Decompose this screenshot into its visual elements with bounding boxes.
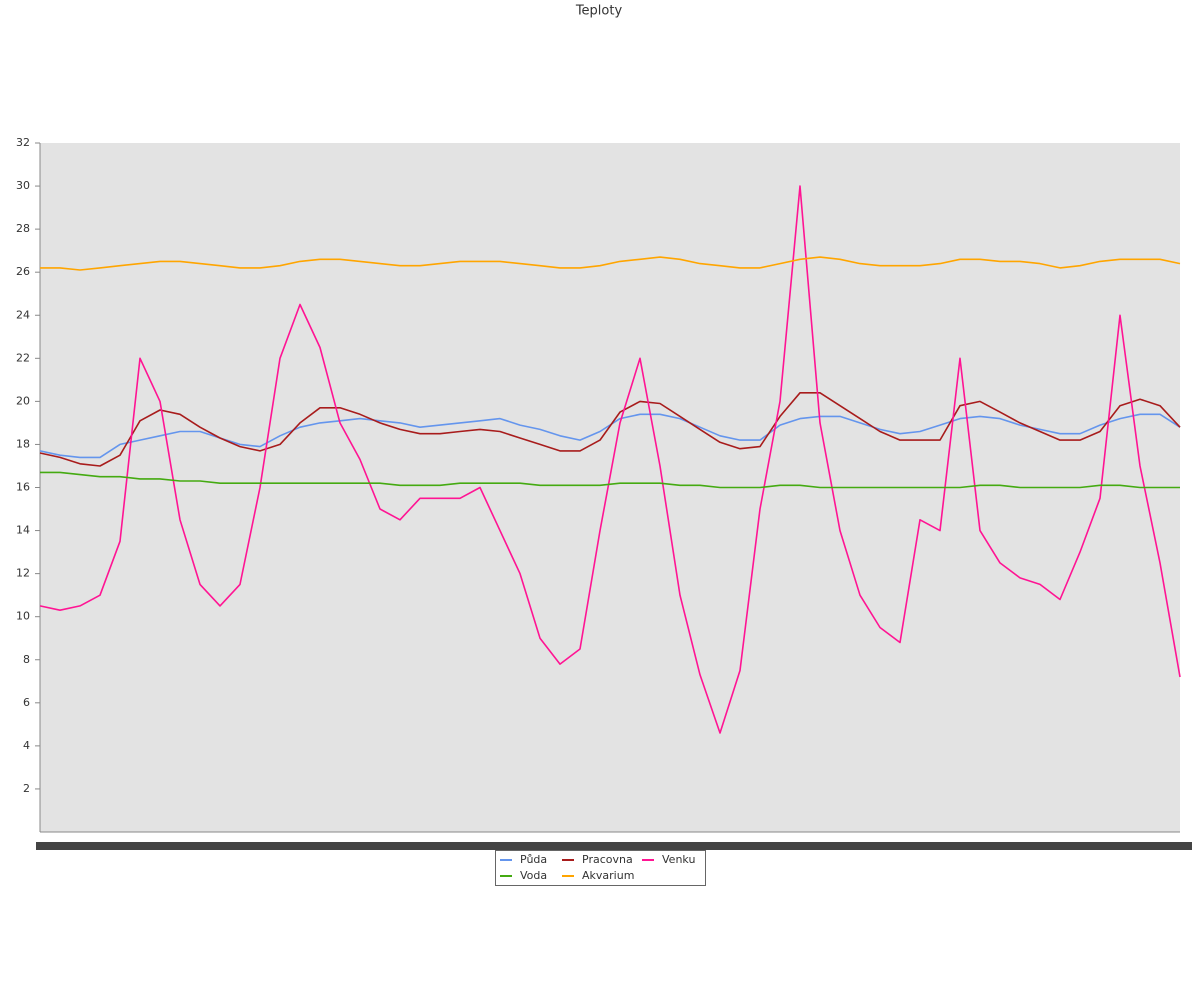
- y-tick-label: 18: [16, 437, 30, 450]
- y-tick-label: 6: [23, 696, 30, 709]
- y-tick-label: 12: [16, 567, 30, 580]
- y-tick-label: 22: [16, 351, 30, 364]
- series-line: [40, 471, 1180, 489]
- y-tick-label: 24: [16, 308, 30, 321]
- y-tick-label: 8: [23, 653, 30, 666]
- legend-label: Voda: [520, 869, 547, 882]
- x-axis-labels-band: [36, 842, 1192, 850]
- y-tick-label: 2: [23, 782, 30, 795]
- y-tick-label: 14: [16, 524, 30, 537]
- y-tick-label: 32: [16, 136, 30, 149]
- y-tick-label: 26: [16, 265, 30, 278]
- y-tick-label: 4: [23, 739, 30, 752]
- series-line: [39, 392, 1181, 467]
- legend: [495, 850, 706, 886]
- legend-label: Akvarium: [582, 869, 634, 882]
- legend-label: Venku: [662, 853, 695, 866]
- y-tick-label: 30: [16, 179, 30, 192]
- plot-area: [40, 143, 1180, 832]
- y-tick-label: 28: [16, 222, 30, 235]
- series-line: [39, 185, 1181, 734]
- y-tick-label: 16: [16, 481, 30, 494]
- legend-label: Půda: [520, 853, 547, 866]
- y-tick-label: 20: [16, 394, 30, 407]
- chart-title: Teploty: [575, 4, 623, 19]
- legend-label: Pracovna: [582, 853, 633, 866]
- y-tick-label: 10: [16, 610, 30, 623]
- series-line: [40, 256, 1181, 271]
